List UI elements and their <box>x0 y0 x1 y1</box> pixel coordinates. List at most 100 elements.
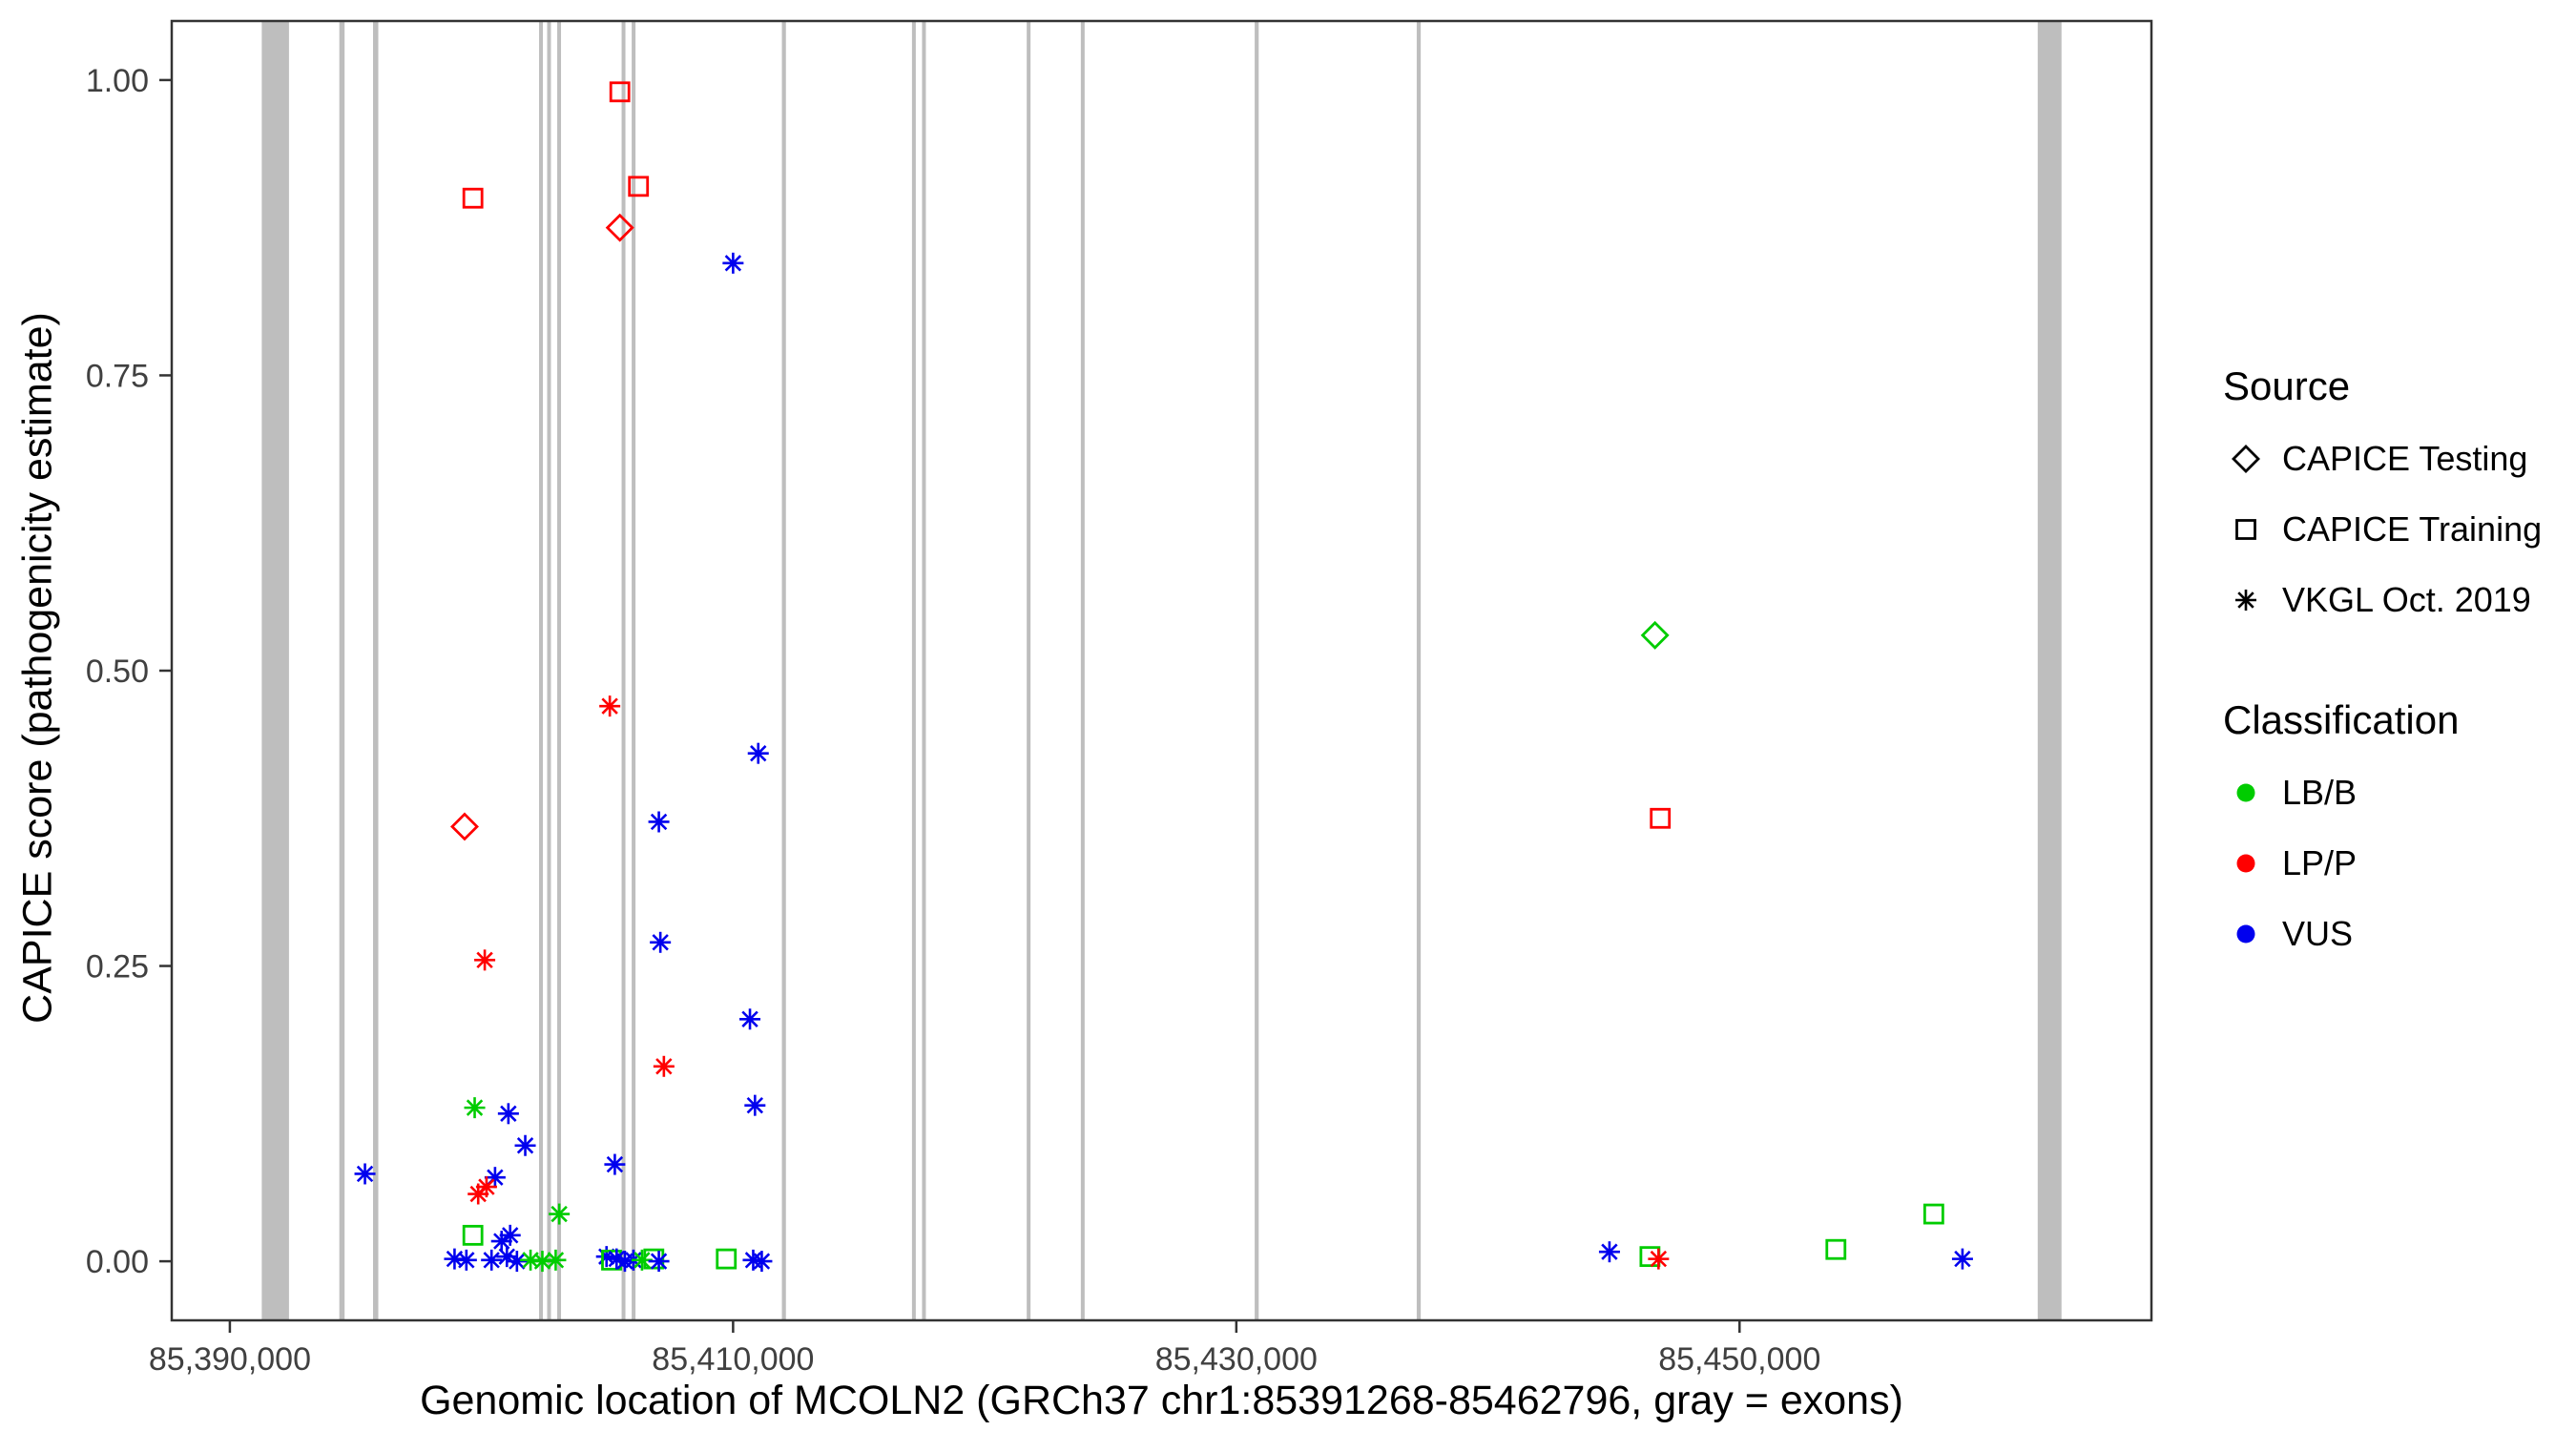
asterisk-marker <box>500 1105 517 1123</box>
data-point <box>545 1249 567 1271</box>
data-point <box>1951 1248 1973 1270</box>
data-point <box>716 1248 737 1270</box>
data-point <box>462 187 484 209</box>
data-point <box>1648 1248 1670 1270</box>
data-point <box>631 1249 653 1271</box>
asterisk-marker <box>655 1058 673 1075</box>
data-point <box>605 213 634 242</box>
legend-item-lp-p: LP/P <box>2223 828 2542 899</box>
data-point <box>739 1008 761 1030</box>
asterisk-marker <box>466 1099 484 1116</box>
y-axis-title: CAPICE score (pathogenicity estimate) <box>14 312 61 1024</box>
y-tick-label: 0.50 <box>86 653 149 690</box>
square-marker <box>462 1224 484 1246</box>
asterisk-marker <box>634 1252 651 1269</box>
y-tick-label: 1.00 <box>86 63 149 99</box>
legend-item-vus: VUS <box>2223 899 2542 969</box>
exon-bar <box>632 21 636 1320</box>
legend-item-label: LB/B <box>2282 773 2358 812</box>
square-marker <box>1650 807 1672 829</box>
asterisk-marker <box>533 1253 551 1270</box>
legend-source-title: Source <box>2223 363 2351 408</box>
asterisk-marker <box>601 697 618 715</box>
data-point <box>653 1055 675 1077</box>
dot-marker <box>2236 854 2255 873</box>
exon-bar <box>1027 21 1031 1320</box>
diamond-marker <box>1640 620 1670 650</box>
exon-bar <box>1416 21 1422 1320</box>
legend-item-label: VKGL Oct. 2019 <box>2282 580 2531 619</box>
data-point <box>549 1203 571 1225</box>
square-marker <box>1825 1238 1847 1260</box>
dot-marker <box>2236 924 2255 944</box>
asterisk-marker <box>551 1205 568 1223</box>
asterisk-marker <box>1650 1250 1668 1268</box>
exon-bar <box>621 21 626 1320</box>
legend-item-label: CAPICE Training <box>2282 509 2543 549</box>
data-point <box>497 1103 519 1125</box>
asterisk-marker <box>547 1252 565 1269</box>
data-point <box>1922 1203 1944 1225</box>
data-point <box>496 1246 518 1268</box>
asterisk-marker <box>458 1252 475 1269</box>
data-point <box>1825 1238 1847 1260</box>
asterisk-marker <box>741 1010 758 1027</box>
asterisk-marker <box>509 1253 526 1270</box>
exon-bar <box>372 21 379 1320</box>
diamond-marker <box>2232 445 2260 473</box>
legend-item-capice-testing: CAPICE Testing <box>2223 424 2542 494</box>
data-point <box>464 1097 486 1119</box>
asterisk-icon <box>2235 590 2256 611</box>
data-point <box>1598 1241 1620 1263</box>
legend: Source CAPICE Testing CAPICE Training VKGL… <box>2223 363 2542 969</box>
square-icon <box>2235 519 2256 540</box>
square-marker <box>2235 519 2256 540</box>
x-tick-label: 85,410,000 <box>652 1341 814 1378</box>
data-point <box>1640 620 1670 650</box>
asterisk-marker <box>476 951 493 969</box>
exon-bar <box>539 21 544 1320</box>
asterisk-marker <box>650 1253 668 1270</box>
asterisk-marker <box>1601 1243 1618 1260</box>
data-point <box>599 695 621 717</box>
legend-item-vkgl-oct-2019: VKGL Oct. 2019 <box>2223 565 2542 635</box>
data-point <box>650 931 672 953</box>
data-point <box>490 1231 512 1253</box>
exon-bar <box>911 21 916 1320</box>
data-point <box>604 1153 626 1175</box>
data-point <box>744 1094 766 1116</box>
asterisk-marker <box>753 1253 771 1270</box>
asterisk-marker <box>750 744 767 762</box>
legend-item-label: CAPICE Testing <box>2282 439 2528 478</box>
data-point <box>628 176 650 197</box>
asterisk-marker <box>356 1165 374 1183</box>
square-marker <box>1922 1203 1944 1225</box>
dot-icon <box>2236 924 2255 944</box>
diamond-icon <box>2232 445 2260 473</box>
diamond-marker <box>449 812 479 841</box>
exon-bar <box>2037 21 2062 1320</box>
x-tick-label: 85,390,000 <box>149 1341 311 1378</box>
data-point <box>609 81 631 103</box>
data-point <box>531 1251 553 1273</box>
asterisk-marker <box>608 1250 625 1268</box>
asterisk-marker <box>469 1185 487 1203</box>
data-point <box>648 811 670 833</box>
legend-classification-items: LB/B LP/P VUS <box>2223 757 2542 969</box>
data-point <box>747 742 769 764</box>
data-point <box>467 1183 489 1205</box>
data-point <box>751 1251 773 1273</box>
exon-bar <box>922 21 926 1320</box>
y-tick-label: 0.75 <box>86 358 149 394</box>
exon-bar <box>1255 21 1259 1320</box>
panel-border <box>170 19 2153 1322</box>
exon-bar <box>339 21 345 1320</box>
exon-bar <box>261 21 289 1320</box>
legend-item-label: LP/P <box>2282 843 2358 882</box>
square-marker <box>628 176 650 197</box>
x-axis-title: Genomic location of MCOLN2 (GRCh37 chr1:… <box>420 1378 1903 1423</box>
asterisk-marker <box>746 1096 764 1114</box>
data-point <box>722 252 744 274</box>
legend-item-lb-b: LB/B <box>2223 757 2542 828</box>
